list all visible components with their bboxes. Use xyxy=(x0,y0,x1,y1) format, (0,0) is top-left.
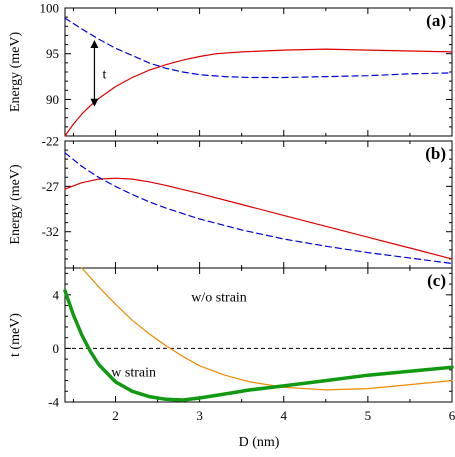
panel-b-series-1 xyxy=(64,177,453,260)
panel-a-ytick-label: 95 xyxy=(46,46,59,61)
panel-c-xtick-label: 4 xyxy=(280,408,287,423)
panel-c-ytick-label: 0 xyxy=(53,341,60,356)
panel-b-frame xyxy=(64,140,453,269)
panel-c-xtick-label: 3 xyxy=(196,408,203,423)
panel-c-tag: (c) xyxy=(427,271,446,290)
panel-b-ytick-label: -27 xyxy=(42,179,60,194)
panel-a-arrow-head-up xyxy=(90,40,99,48)
panel-a: 90 95 100 t (a) Energy (meV) xyxy=(8,1,453,137)
panel-a-arrow-head-down xyxy=(90,98,99,107)
panel-c-series-label: w strain xyxy=(111,366,156,381)
panel-c: -4 0 4 2 3 4 5 6 w/o strain w strain (c) t (meV) xyxy=(8,267,455,423)
panel-c-xtick-label: 5 xyxy=(365,408,372,423)
x-axis-label: D (nm) xyxy=(239,435,280,450)
panel-c-series-1 xyxy=(81,267,453,391)
panel-b-ytick-label: -22 xyxy=(42,134,59,149)
panel-c-ytick-label: -4 xyxy=(48,395,59,410)
panel-b-tag: (b) xyxy=(425,144,446,163)
panel-c-y-axis-label: t (meV) xyxy=(8,313,23,357)
panel-a-series-2 xyxy=(64,17,453,79)
panel-c-xtick-label: 6 xyxy=(449,408,455,423)
panel-b-ytick-label: -32 xyxy=(42,224,59,239)
panel-a-series-1 xyxy=(64,48,453,137)
panel-c-frame xyxy=(64,267,453,403)
panel-b: -32 -27 -22 (b) Energy (meV) xyxy=(8,134,453,269)
panel-c-series-label: w/o strain xyxy=(191,291,247,306)
panel-a-y-axis-label: Energy (meV) xyxy=(8,32,23,113)
panel-a-ytick-label: 100 xyxy=(40,1,60,16)
panel-c-ytick-label: 4 xyxy=(53,287,60,302)
panel-c-xtick-label: 2 xyxy=(112,408,119,423)
panel-a-annotation: t xyxy=(102,67,106,82)
panel-a-ytick-label: 90 xyxy=(46,92,59,107)
panel-c-series-2 xyxy=(63,289,454,402)
panel-b-y-axis-label: Energy (meV) xyxy=(8,164,23,245)
panel-a-tag: (a) xyxy=(426,11,446,30)
panel-a-frame xyxy=(64,7,453,137)
panel-b-series-2 xyxy=(64,152,453,265)
